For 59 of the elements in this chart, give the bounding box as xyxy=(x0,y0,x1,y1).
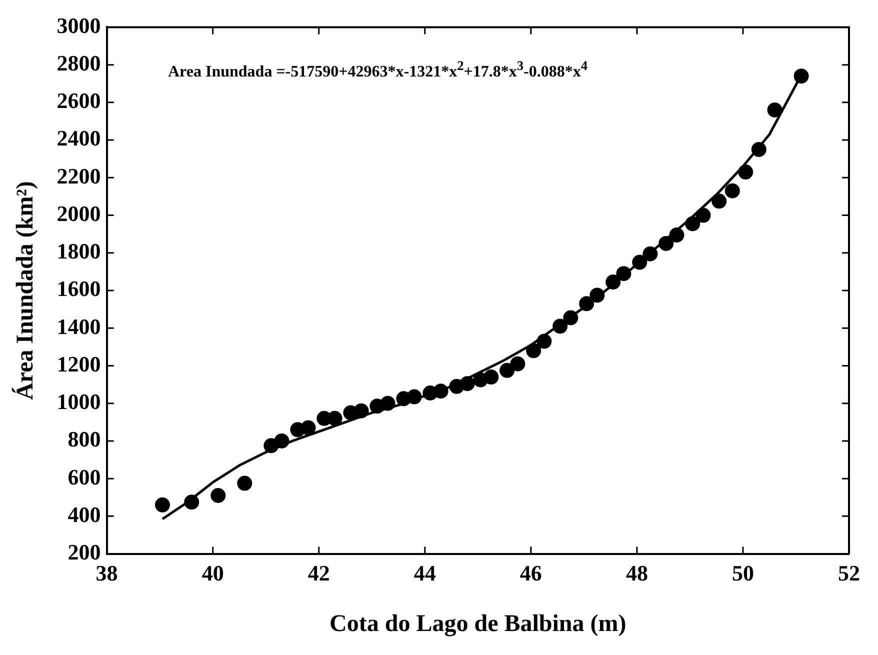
point xyxy=(510,356,526,372)
point xyxy=(406,389,422,404)
point xyxy=(210,488,226,503)
point xyxy=(536,334,552,349)
x-axis-title: Cota do Lago de Balbina (m) xyxy=(330,610,626,637)
y-tick-label: 2600 xyxy=(56,88,101,114)
y-tick-label: 400 xyxy=(68,502,101,527)
x-tick-label: 50 xyxy=(732,560,754,586)
point xyxy=(642,246,658,262)
point xyxy=(526,343,542,358)
point xyxy=(712,194,727,209)
y-tick-label: 1000 xyxy=(56,389,101,414)
point xyxy=(484,370,499,385)
point xyxy=(696,208,711,223)
y-tick-label: 3000 xyxy=(56,12,101,38)
point xyxy=(579,296,594,312)
y-tick-label: 800 xyxy=(68,426,101,452)
y-tick-label: 1600 xyxy=(56,276,101,302)
point xyxy=(724,183,740,198)
point xyxy=(669,228,684,243)
point xyxy=(616,266,632,282)
y-tick-label: 2400 xyxy=(56,126,101,151)
point xyxy=(632,254,648,270)
point xyxy=(300,420,316,436)
point xyxy=(184,494,200,510)
point xyxy=(460,376,475,392)
x-tick-label: 44 xyxy=(414,560,436,586)
y-axis-title: Área Inundada (km²) xyxy=(12,181,39,400)
point xyxy=(500,362,515,378)
point xyxy=(658,236,674,251)
annotation: Area Inundada =-517590+42963*x-1321*x$^{2}$+17.8*x$^{3}$-0.088*x$^{4}$ xyxy=(168,58,588,82)
point xyxy=(794,68,809,84)
point xyxy=(685,216,700,232)
y-tick-label: 2200 xyxy=(56,163,101,188)
point xyxy=(767,102,782,118)
point xyxy=(563,310,578,326)
point xyxy=(237,476,252,491)
y-tick-label: 1400 xyxy=(56,314,101,339)
y-tick-label: 2800 xyxy=(56,50,101,76)
point xyxy=(354,403,369,418)
point xyxy=(327,410,342,426)
x-tick-label: 46 xyxy=(520,560,542,586)
y-tick-label: 1800 xyxy=(56,238,101,264)
point xyxy=(751,142,766,157)
point xyxy=(738,164,754,180)
x-tick-label: 42 xyxy=(308,560,330,586)
y-tick-label: 600 xyxy=(68,464,101,490)
point xyxy=(552,318,568,334)
point xyxy=(606,274,621,290)
y-tick-label: 2000 xyxy=(56,200,101,226)
y-tick-label: 1200 xyxy=(56,351,101,376)
point xyxy=(590,288,605,303)
point xyxy=(274,433,290,448)
x-tick-label: 48 xyxy=(626,560,648,586)
point xyxy=(433,384,448,399)
point xyxy=(380,396,396,411)
point xyxy=(154,497,170,512)
x-tick-label: 40 xyxy=(202,560,224,586)
x-tick-label: 52 xyxy=(838,560,860,586)
